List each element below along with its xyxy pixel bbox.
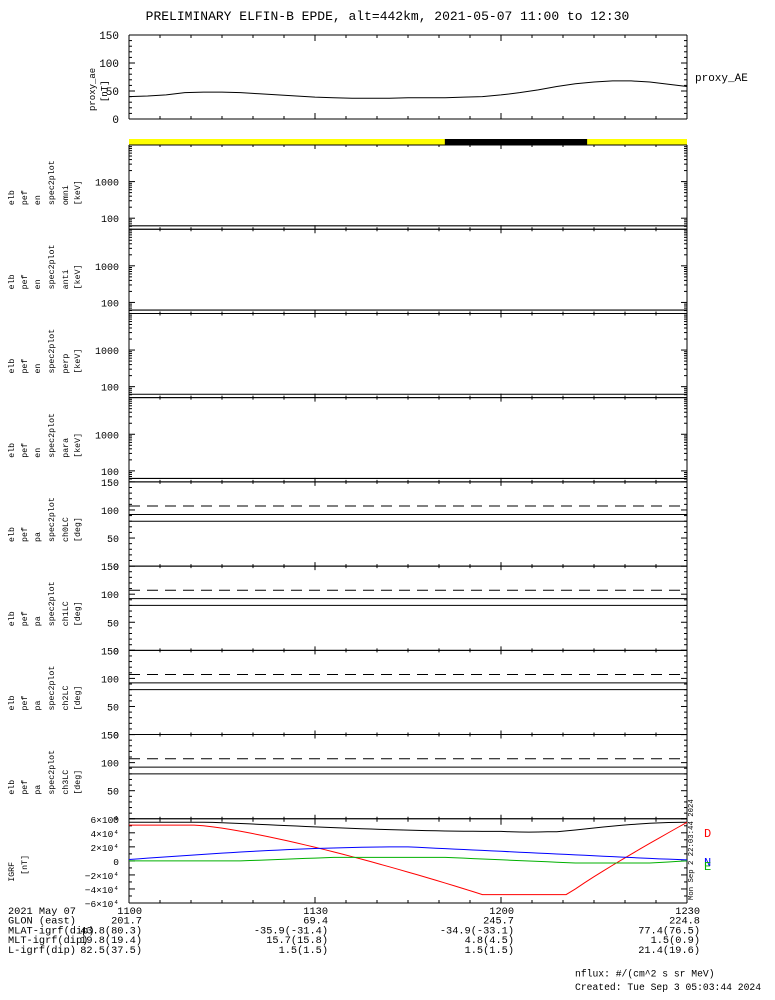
- svg-text:en: en: [34, 279, 43, 289]
- svg-text:elb: elb: [7, 359, 17, 374]
- svg-text:pef: pef: [20, 695, 30, 710]
- svg-text:−2×10⁴: −2×10⁴: [85, 871, 119, 882]
- svg-text:[deg]: [deg]: [73, 686, 83, 711]
- svg-text:spec2plot: spec2plot: [47, 666, 57, 711]
- svg-text:ch0LC: ch0LC: [61, 517, 71, 542]
- svg-text:ch3LC: ch3LC: [61, 770, 71, 795]
- svg-text:spec2plot: spec2plot: [47, 244, 57, 289]
- svg-text:150: 150: [99, 31, 119, 43]
- svg-text:proxy_AE: proxy_AE: [695, 73, 748, 85]
- svg-text:100: 100: [101, 384, 119, 395]
- svg-text:Mon Sep 2 22:03:44 2024: Mon Sep 2 22:03:44 2024: [688, 799, 696, 900]
- svg-text:1.5(1.5): 1.5(1.5): [279, 945, 328, 957]
- svg-text:[nT]: [nT]: [20, 855, 30, 875]
- svg-text:100: 100: [101, 507, 119, 518]
- svg-text:elb: elb: [7, 527, 17, 542]
- svg-text:spec2plot: spec2plot: [47, 160, 57, 205]
- svg-text:150: 150: [101, 479, 119, 490]
- svg-text:elb: elb: [7, 443, 17, 458]
- svg-text:[deg]: [deg]: [73, 517, 83, 542]
- svg-text:nflux: #/(cm^2 s sr MeV): nflux: #/(cm^2 s sr MeV): [575, 968, 715, 979]
- svg-text:pef: pef: [20, 527, 30, 542]
- svg-text:100: 100: [99, 59, 119, 71]
- svg-text:50: 50: [107, 619, 119, 630]
- svg-text:[keV]: [keV]: [73, 349, 83, 374]
- svg-text:6×10⁴: 6×10⁴: [90, 815, 119, 826]
- svg-text:L-igrf(dip): L-igrf(dip): [8, 945, 76, 957]
- svg-text:elb: elb: [7, 274, 17, 289]
- svg-text:−4×10⁴: −4×10⁴: [85, 885, 119, 896]
- svg-text:anti: anti: [61, 269, 71, 289]
- svg-text:150: 150: [101, 563, 119, 574]
- svg-text:proxy_ae: proxy_ae: [88, 68, 98, 111]
- svg-text:spec2plot: spec2plot: [47, 329, 57, 374]
- svg-text:elb: elb: [7, 190, 17, 205]
- svg-text:100: 100: [101, 468, 119, 479]
- svg-text:21.4(19.6): 21.4(19.6): [638, 945, 700, 957]
- svg-text:Created: Tue Sep 3 05:03:44 2: Created: Tue Sep 3 05:03:44 2024: [575, 982, 761, 993]
- svg-text:0: 0: [112, 115, 119, 127]
- svg-text:pa: pa: [34, 700, 43, 710]
- svg-text:pef: pef: [20, 443, 30, 458]
- svg-text:ch1LC: ch1LC: [61, 601, 71, 626]
- svg-text:elb: elb: [7, 780, 17, 795]
- svg-text:150: 150: [101, 732, 119, 743]
- svg-text:ch2LC: ch2LC: [61, 686, 71, 711]
- svg-text:[keV]: [keV]: [73, 264, 83, 289]
- svg-text:100: 100: [101, 675, 119, 686]
- svg-text:D: D: [704, 827, 711, 841]
- svg-text:2×10⁴: 2×10⁴: [90, 843, 119, 854]
- svg-text:[deg]: [deg]: [73, 770, 83, 795]
- svg-text:1.5(1.5): 1.5(1.5): [465, 945, 514, 957]
- svg-text:100: 100: [101, 299, 119, 310]
- svg-text:elb: elb: [7, 611, 17, 626]
- svg-text:pef: pef: [20, 190, 30, 205]
- svg-text:0: 0: [113, 857, 119, 868]
- svg-text:[deg]: [deg]: [73, 601, 83, 626]
- svg-text:[keV]: [keV]: [73, 180, 83, 205]
- svg-text:[nT]: [nT]: [100, 80, 110, 102]
- svg-text:IGRF: IGRF: [8, 862, 17, 882]
- svg-text:82.5(37.5): 82.5(37.5): [80, 945, 142, 957]
- svg-text:omni: omni: [61, 185, 71, 205]
- svg-text:4×10⁴: 4×10⁴: [90, 829, 119, 840]
- svg-text:1000: 1000: [95, 179, 119, 190]
- svg-text:1000: 1000: [95, 431, 119, 442]
- svg-text:1000: 1000: [95, 263, 119, 274]
- svg-text:pef: pef: [20, 780, 30, 795]
- svg-text:en: en: [34, 364, 43, 374]
- svg-text:150: 150: [101, 647, 119, 658]
- svg-text:pef: pef: [20, 359, 30, 374]
- svg-text:spec2plot: spec2plot: [47, 581, 57, 626]
- svg-text:100: 100: [101, 215, 119, 226]
- svg-text:pa: pa: [34, 616, 43, 626]
- svg-text:spec2plot: spec2plot: [47, 497, 57, 542]
- svg-text:para: para: [62, 438, 71, 458]
- svg-text:−6×10⁴: −6×10⁴: [85, 899, 119, 910]
- svg-text:pa: pa: [34, 532, 43, 542]
- svg-text:[keV]: [keV]: [73, 433, 83, 458]
- svg-text:spec2plot: spec2plot: [47, 413, 57, 458]
- svg-text:pef: pef: [20, 274, 30, 289]
- svg-text:pef: pef: [20, 611, 30, 626]
- svg-text:50: 50: [107, 788, 119, 799]
- svg-text:pa: pa: [34, 785, 43, 795]
- svg-text:PRELIMINARY ELFIN-B EPDE, alt=: PRELIMINARY ELFIN-B EPDE, alt=442km, 202…: [146, 9, 630, 24]
- svg-text:spec2plot: spec2plot: [47, 750, 57, 795]
- svg-text:50: 50: [107, 535, 119, 546]
- svg-text:100: 100: [101, 591, 119, 602]
- svg-text:50: 50: [107, 703, 119, 714]
- svg-text:100: 100: [101, 760, 119, 771]
- svg-text:perp: perp: [62, 354, 71, 374]
- svg-text:E: E: [704, 860, 711, 874]
- svg-text:1000: 1000: [95, 347, 119, 358]
- svg-text:elb: elb: [7, 695, 17, 710]
- svg-text:en: en: [34, 195, 43, 205]
- svg-text:en: en: [34, 448, 43, 458]
